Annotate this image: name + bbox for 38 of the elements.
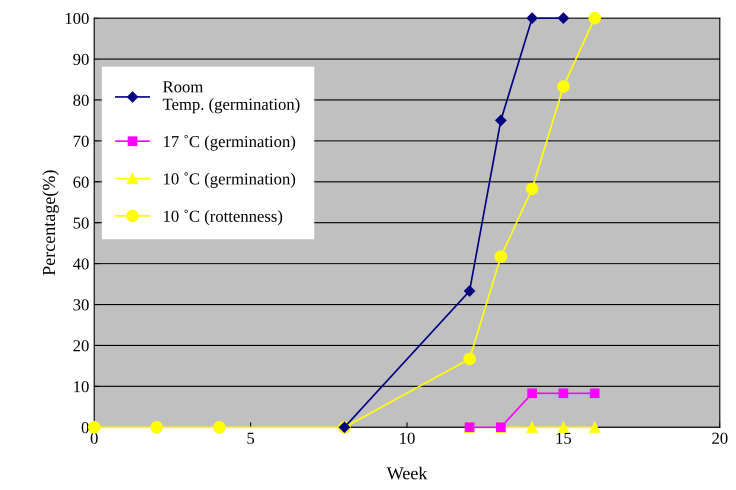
point <box>527 388 537 398</box>
y-tick-label: 60 <box>73 176 89 188</box>
point <box>526 422 538 433</box>
y-tick-label: 10 <box>74 381 89 392</box>
y-tick-label: 70 <box>74 136 89 147</box>
x-tick-label: 10 <box>400 432 415 444</box>
y-tick-label: 40 <box>73 258 89 270</box>
y-tick-label: 0 <box>82 422 89 434</box>
legend-label: 10 ˚C (rottenness) <box>164 210 282 226</box>
point <box>588 12 601 24</box>
x-tick-label: 20 <box>712 432 728 444</box>
point <box>494 250 508 263</box>
point <box>213 421 226 434</box>
point <box>495 114 506 126</box>
x-tick-label: 15 <box>556 432 572 444</box>
point <box>558 388 568 398</box>
point <box>558 422 569 433</box>
y-tick-label: 100 <box>66 12 89 24</box>
point <box>558 12 570 24</box>
y-tick-label: 50 <box>74 217 89 229</box>
point <box>526 182 538 195</box>
legend-label: Room Temp. (germination) <box>162 81 300 114</box>
y-tick-label: 20 <box>73 340 89 352</box>
point <box>463 352 476 366</box>
x-axis-title: Week <box>386 466 428 480</box>
legend-label: 10 ˚C (germination) <box>164 172 296 188</box>
legend-label: 17 ˚C (germination) <box>164 134 296 151</box>
y-axis-title: Percentage(%) <box>42 170 59 276</box>
point <box>464 285 476 297</box>
point <box>557 80 570 93</box>
point <box>589 422 600 433</box>
point <box>150 421 164 434</box>
x-tick-label: 5 <box>247 432 254 444</box>
point <box>526 12 538 24</box>
y-tick-label: 80 <box>73 94 89 106</box>
y-tick-label: 30 <box>73 299 89 310</box>
y-tick-label: 90 <box>73 54 89 65</box>
point <box>590 388 600 398</box>
